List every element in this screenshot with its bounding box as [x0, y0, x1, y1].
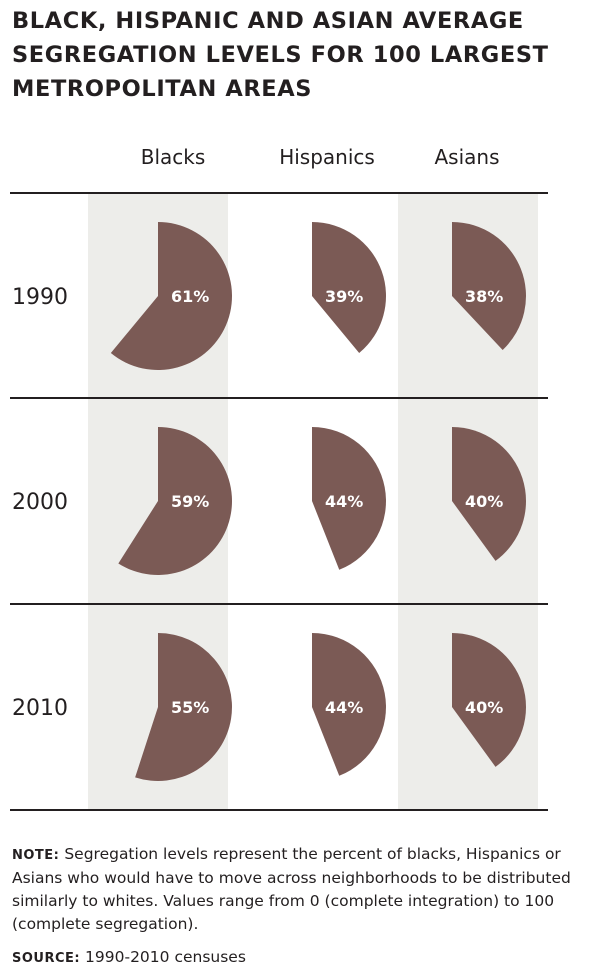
pie-wedges	[110, 222, 527, 781]
row-divider-rules	[10, 192, 548, 811]
column-header-hispanics: Hispanics	[279, 145, 375, 169]
value-label-blacks-2000: 59%	[171, 492, 209, 511]
note-label: NOTE:	[12, 848, 60, 863]
value-label-asians-2000: 40%	[465, 492, 503, 511]
source-label: SOURCE:	[12, 951, 81, 966]
pie-wedge-hispanics-2000	[312, 427, 386, 570]
pie-wedge-asians-2000	[452, 427, 527, 561]
value-label-hispanics-2000: 44%	[325, 492, 363, 511]
pie-wedge-asians-2010	[452, 633, 527, 767]
row-header-2010: 2010	[12, 696, 68, 721]
value-labels: 61% 39% 38% 59% 44% 40% 55% 44% 40%	[171, 287, 503, 717]
pie-wedge-blacks-2000	[118, 427, 233, 575]
note-text: Segregation levels represent the percent…	[12, 845, 571, 933]
column-header-asians: Asians	[434, 145, 499, 169]
row-header-2000: 2000	[12, 490, 68, 515]
pie-wedge-hispanics-2010	[312, 633, 386, 776]
pie-wedge-blacks-1990	[110, 222, 232, 370]
value-label-blacks-2010: 55%	[171, 698, 209, 717]
pie-wedge-asians-1990	[452, 222, 526, 350]
row-header-1990: 1990	[12, 285, 68, 310]
row-headers: 1990 2000 2010	[12, 285, 68, 721]
pie-wedge-hispanics-1990	[312, 222, 387, 354]
pie-grid-chart: Blacks Hispanics Asians 1990 2000 2010 6…	[10, 145, 548, 811]
source-line: SOURCE: 1990-2010 censuses	[12, 946, 597, 970]
value-label-asians-1990: 38%	[465, 287, 503, 306]
value-label-asians-2010: 40%	[465, 698, 503, 717]
column-header-blacks: Blacks	[141, 145, 206, 169]
note-paragraph: NOTE: Segregation levels represent the p…	[12, 843, 597, 936]
source-text: 1990-2010 censuses	[80, 948, 246, 966]
column-headers: Blacks Hispanics Asians	[141, 145, 500, 169]
value-label-hispanics-1990: 39%	[325, 287, 363, 306]
value-label-blacks-1990: 61%	[171, 287, 209, 306]
chart-title: BLACK, HISPANIC AND ASIAN AVERAGE SEGREG…	[12, 8, 549, 102]
value-label-hispanics-2010: 44%	[325, 698, 363, 717]
pie-wedge-blacks-2010	[135, 633, 232, 781]
